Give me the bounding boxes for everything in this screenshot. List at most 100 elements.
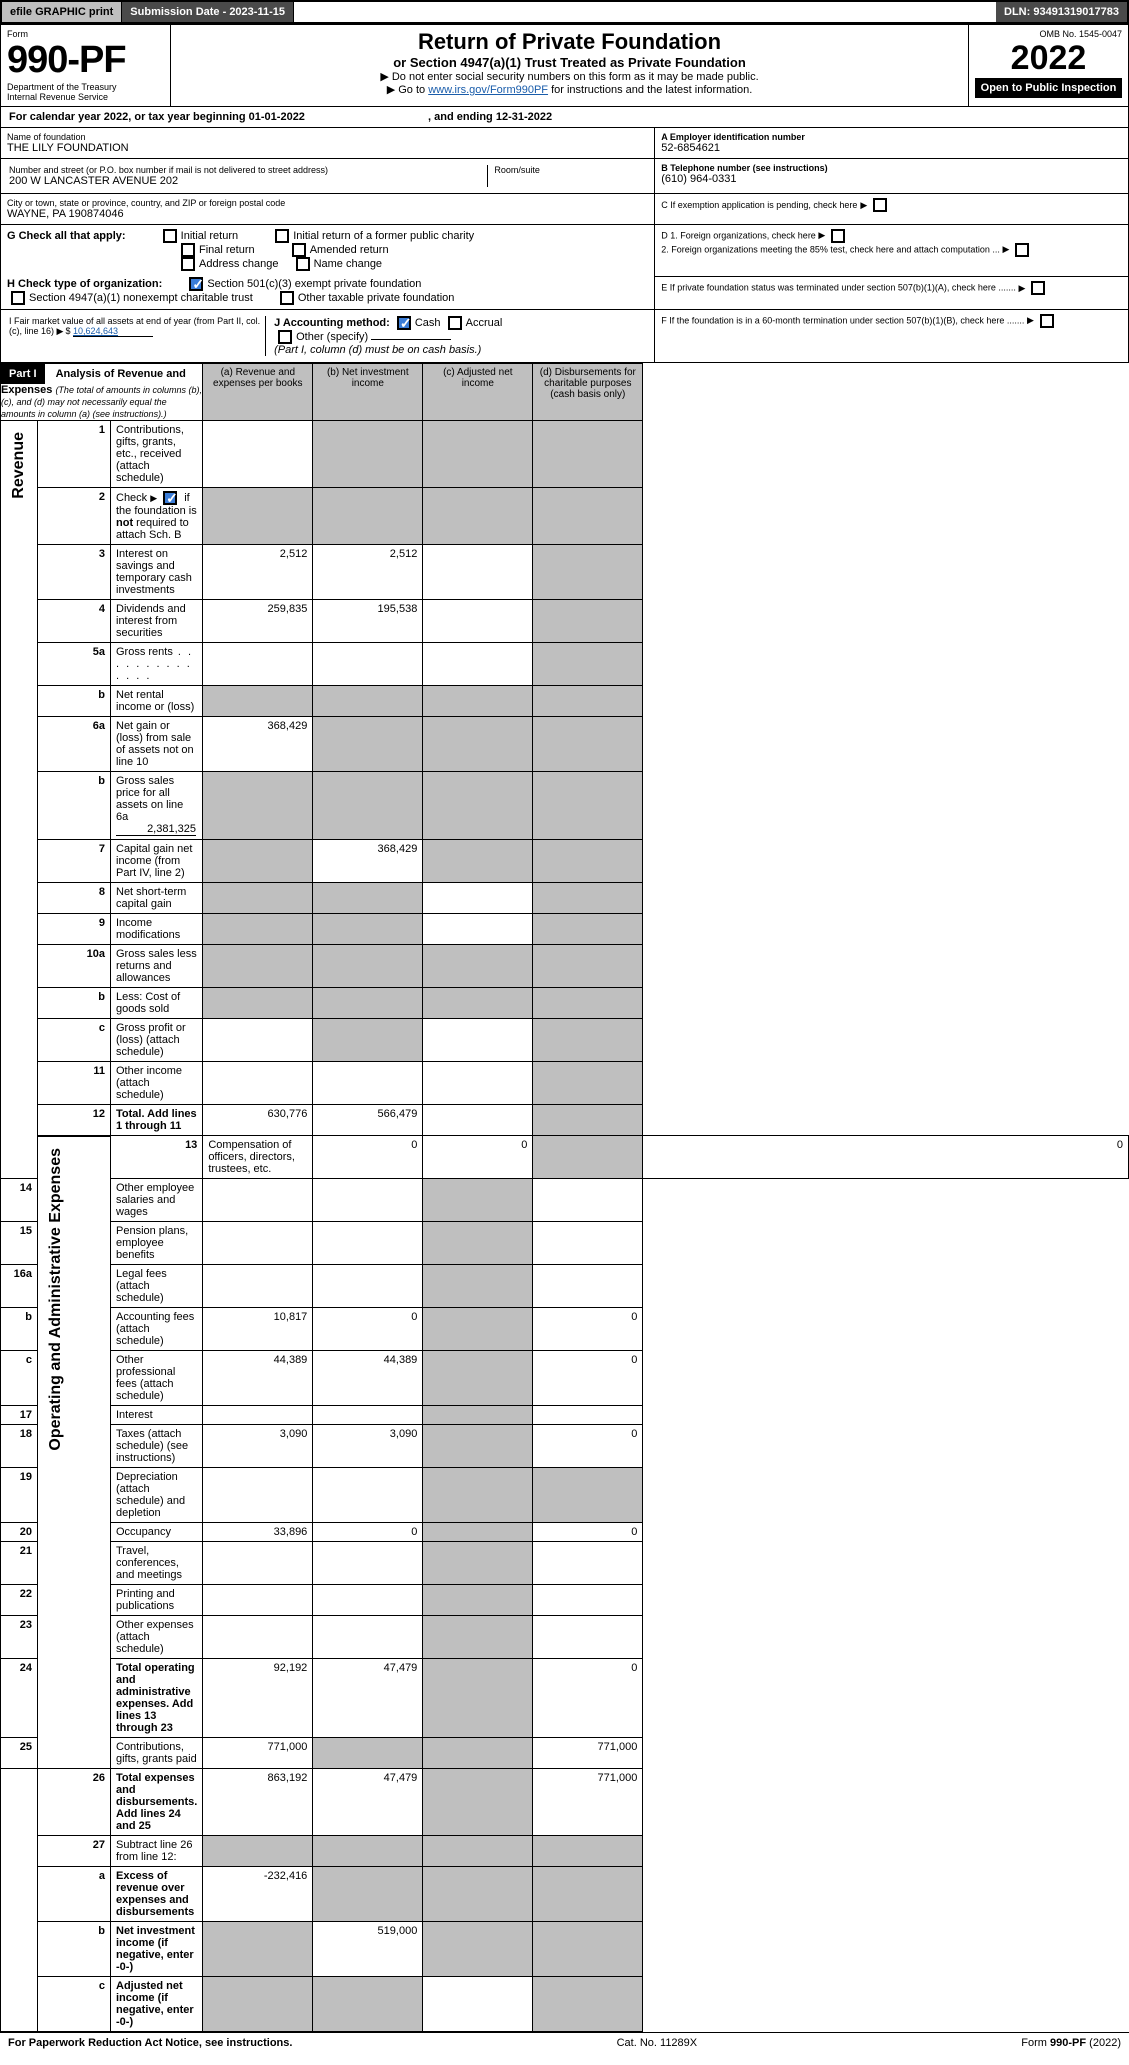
form-number: 990-PF xyxy=(7,39,164,82)
line-4: Dividends and interest from securities xyxy=(111,600,203,643)
line-7: Capital gain net income (from Part IV, l… xyxy=(111,840,203,883)
f-label: F If the foundation is in a 60-month ter… xyxy=(661,314,1122,328)
line-17: Interest xyxy=(111,1406,203,1425)
g-label: G Check all that apply: xyxy=(7,230,126,242)
line-16c: Other professional fees (attach schedule… xyxy=(111,1351,203,1406)
line-27: Subtract line 26 from line 12: xyxy=(111,1836,203,1867)
form-title: Return of Private Foundation xyxy=(177,29,962,55)
d2-checkbox[interactable] xyxy=(1015,243,1029,257)
f-checkbox[interactable] xyxy=(1040,314,1054,328)
d2-label: 2. Foreign organizations meeting the 85%… xyxy=(661,243,1122,257)
h-4947-checkbox[interactable] xyxy=(11,291,25,305)
addr-label: Number and street (or P.O. box number if… xyxy=(9,165,485,175)
g-address-checkbox[interactable] xyxy=(181,257,195,271)
open-public: Open to Public Inspection xyxy=(975,78,1122,98)
g-former-checkbox[interactable] xyxy=(275,229,289,243)
line-25: Contributions, gifts, grants paid xyxy=(111,1738,203,1769)
line-6a: Net gain or (loss) from sale of assets n… xyxy=(111,717,203,772)
line-22: Printing and publications xyxy=(111,1585,203,1616)
line-14: Other employee salaries and wages xyxy=(111,1179,203,1222)
line-16a: Legal fees (attach schedule) xyxy=(111,1265,203,1308)
j-note: (Part I, column (d) must be on cash basi… xyxy=(274,344,646,356)
phone-value: (610) 964-0331 xyxy=(661,173,1122,185)
pra-notice: For Paperwork Reduction Act Notice, see … xyxy=(8,2037,292,2049)
top-bar: efile GRAPHIC print Submission Date - 20… xyxy=(0,0,1129,24)
line-2: Check if the foundation is not required … xyxy=(111,488,203,545)
g-amended-checkbox[interactable] xyxy=(292,243,306,257)
revenue-section-label: Revenue xyxy=(6,424,32,507)
header-table: Form 990-PF Department of the Treasury I… xyxy=(0,24,1129,107)
arrow-icon xyxy=(860,199,869,211)
addr-value: 200 W LANCASTER AVENUE 202 xyxy=(9,175,485,187)
dln: DLN: 93491319017783 xyxy=(996,2,1127,22)
g-name-checkbox[interactable] xyxy=(296,257,310,271)
col-c-hdr: (c) Adjusted net income xyxy=(423,364,533,421)
line-5a: Gross rents xyxy=(111,643,203,686)
line-21: Travel, conferences, and meetings xyxy=(111,1542,203,1585)
line-27a: Excess of revenue over expenses and disb… xyxy=(111,1867,203,1922)
line-10b: Less: Cost of goods sold xyxy=(111,988,203,1019)
c-label: C If exemption application is pending, c… xyxy=(661,200,857,210)
calendar-year-bar: For calendar year 2022, or tax year begi… xyxy=(0,107,1129,128)
h-501c3-checkbox[interactable] xyxy=(189,277,203,291)
line-3: Interest on savings and temporary cash i… xyxy=(111,545,203,600)
ein-label: A Employer identification number xyxy=(661,132,1122,142)
e-checkbox[interactable] xyxy=(1031,281,1045,295)
ein-value: 52-6854621 xyxy=(661,142,1122,154)
line-24: Total operating and administrative expen… xyxy=(111,1659,203,1738)
expenses-section-label: Operating and Administrative Expenses xyxy=(43,1140,69,1459)
line-6b: Gross sales price for all assets on line… xyxy=(111,772,203,840)
j-other-checkbox[interactable] xyxy=(278,330,292,344)
form-ref: Form 990-PF (2022) xyxy=(1021,2037,1121,2049)
g-final-checkbox[interactable] xyxy=(181,243,195,257)
form-link[interactable]: www.irs.gov/Form990PF xyxy=(428,84,548,96)
part1-table: Part I Analysis of Revenue and Expenses … xyxy=(0,363,1129,2032)
cat-no: Cat. No. 11289X xyxy=(617,2037,698,2049)
j-accrual-checkbox[interactable] xyxy=(448,316,462,330)
j-label: J Accounting method: xyxy=(274,317,390,329)
line-13: Compensation of officers, directors, tru… xyxy=(203,1136,313,1179)
fmv-value[interactable]: 10,624,643 xyxy=(73,326,153,337)
irs: Internal Revenue Service xyxy=(7,92,164,102)
efile-print-button[interactable]: efile GRAPHIC print xyxy=(2,2,122,22)
c-checkbox[interactable] xyxy=(873,198,887,212)
city-value: WAYNE, PA 190874046 xyxy=(7,208,648,220)
line-27c: Adjusted net income (if negative, enter … xyxy=(111,1977,203,2032)
line-10a: Gross sales less returns and allowances xyxy=(111,945,203,988)
line-23: Other expenses (attach schedule) xyxy=(111,1616,203,1659)
line-19: Depreciation (attach schedule) and deple… xyxy=(111,1468,203,1523)
dept: Department of the Treasury xyxy=(7,82,164,92)
col-b-hdr: (b) Net investment income xyxy=(313,364,423,421)
name-label: Name of foundation xyxy=(7,132,648,142)
h-other-checkbox[interactable] xyxy=(280,291,294,305)
col-a-hdr: (a) Revenue and expenses per books xyxy=(203,364,313,421)
form-subtitle: or Section 4947(a)(1) Trust Treated as P… xyxy=(177,55,962,70)
form-word: Form xyxy=(7,29,164,39)
instr-1: ▶ Do not enter social security numbers o… xyxy=(177,70,962,83)
line-10c: Gross profit or (loss) (attach schedule) xyxy=(111,1019,203,1062)
line-15: Pension plans, employee benefits xyxy=(111,1222,203,1265)
line-27b: Net investment income (if negative, ente… xyxy=(111,1922,203,1977)
omb: OMB No. 1545-0047 xyxy=(975,29,1122,39)
part1-label: Part I xyxy=(1,364,45,384)
d1-label: D 1. Foreign organizations, check here xyxy=(661,229,1122,243)
submission-date: Submission Date - 2023-11-15 xyxy=(122,2,294,22)
e-label: E If private foundation status was termi… xyxy=(661,281,1122,295)
line-16b: Accounting fees (attach schedule) xyxy=(111,1308,203,1351)
g-initial-checkbox[interactable] xyxy=(163,229,177,243)
phone-label: B Telephone number (see instructions) xyxy=(661,163,1122,173)
line2-checkbox[interactable] xyxy=(163,491,177,505)
i-label: I Fair market value of all assets at end… xyxy=(9,316,263,337)
line-1: Contributions, gifts, grants, etc., rece… xyxy=(111,421,203,488)
line-20: Occupancy xyxy=(111,1523,203,1542)
foundation-name: THE LILY FOUNDATION xyxy=(7,142,648,154)
line-12: Total. Add lines 1 through 11 xyxy=(111,1105,203,1136)
footer: For Paperwork Reduction Act Notice, see … xyxy=(0,2032,1129,2053)
city-label: City or town, state or province, country… xyxy=(7,198,648,208)
line-9: Income modifications xyxy=(111,914,203,945)
col-d-hdr: (d) Disbursements for charitable purpose… xyxy=(533,364,643,421)
j-cash-checkbox[interactable] xyxy=(397,316,411,330)
d1-checkbox[interactable] xyxy=(831,229,845,243)
line-26: Total expenses and disbursements. Add li… xyxy=(111,1769,203,1836)
h-label: H Check type of organization: xyxy=(7,278,162,290)
